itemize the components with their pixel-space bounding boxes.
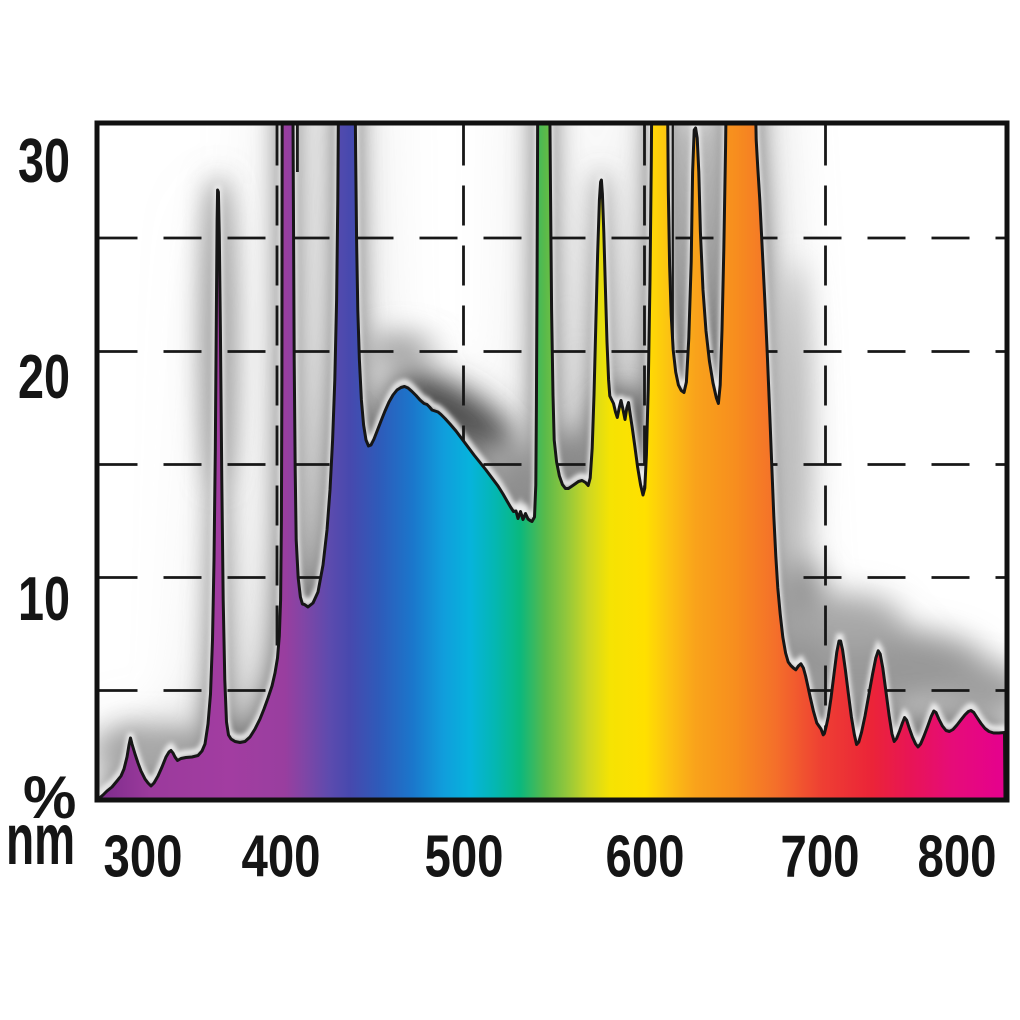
svg-text:700: 700 — [781, 823, 860, 890]
svg-text:20: 20 — [18, 343, 70, 412]
svg-text:nm: nm — [6, 798, 75, 879]
svg-text:%: % — [23, 764, 76, 831]
svg-text:600: 600 — [606, 823, 685, 890]
svg-text:30: 30 — [18, 127, 70, 196]
svg-text:400: 400 — [242, 823, 321, 890]
svg-text:300: 300 — [104, 823, 183, 890]
svg-text:800: 800 — [918, 823, 997, 890]
svg-text:500: 500 — [425, 823, 504, 890]
svg-text:10: 10 — [18, 565, 70, 634]
